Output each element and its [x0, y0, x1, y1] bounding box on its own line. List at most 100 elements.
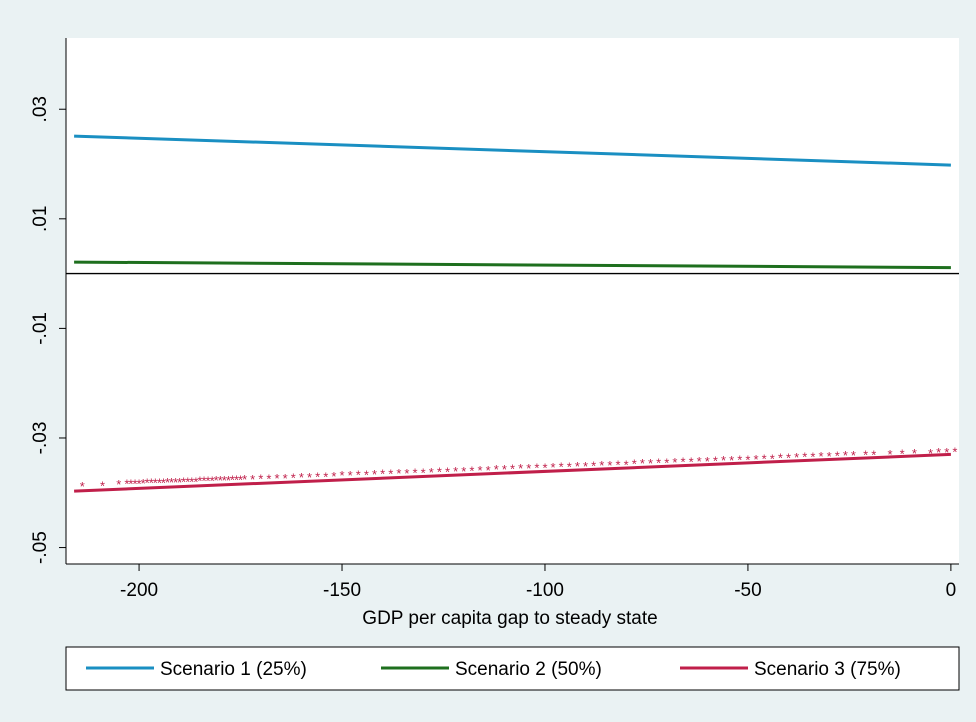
scatter-point: * [518, 461, 523, 476]
scatter-point: * [250, 472, 255, 487]
scatter-point: * [124, 476, 129, 491]
scatter-point: * [348, 468, 353, 483]
scatter-point: * [477, 463, 482, 478]
scatter-point: * [234, 473, 239, 488]
plot-area [66, 38, 959, 564]
series-line-3 [74, 452, 951, 493]
scatter-point: * [952, 445, 957, 460]
scatter-point: * [197, 474, 202, 489]
legend-label-3: Scenario 3 (75%) [754, 659, 901, 680]
scatter-point: * [413, 465, 418, 480]
series-line-1 [74, 134, 951, 167]
scatter-point: * [258, 472, 263, 487]
scatter-point: * [169, 475, 174, 490]
scatter-point: * [486, 463, 491, 478]
scatter-point: * [680, 455, 685, 470]
scatter-point: * [786, 451, 791, 466]
scatter-point: * [315, 469, 320, 484]
scatter-point: * [737, 452, 742, 467]
legend-label-1: Scenario 1 (25%) [160, 659, 307, 680]
scatter-point: * [291, 470, 296, 485]
scatter-point: * [323, 469, 328, 484]
scatter-point: * [206, 474, 211, 489]
scatter-point: * [559, 459, 564, 474]
scatter-point: * [242, 472, 247, 487]
scatter-point: * [461, 464, 466, 479]
scatter-point: * [912, 446, 917, 461]
scatter-point: * [266, 472, 271, 487]
scatter-point: * [214, 473, 219, 488]
scatter-point: * [591, 458, 596, 473]
scatter-point: * [153, 475, 158, 490]
scatter-point: * [599, 458, 604, 473]
scatter-point: * [177, 475, 182, 490]
scatter-point: * [713, 453, 718, 468]
scatter-point: * [238, 473, 243, 488]
scatter-point: * [283, 471, 288, 486]
scatter-point: * [794, 450, 799, 465]
scatter-point: * [173, 475, 178, 490]
scatter-point: * [843, 448, 848, 463]
scatter-point: * [624, 457, 629, 472]
scatter-point: * [396, 466, 401, 481]
scatter-point: * [810, 450, 815, 465]
scatter-point: * [510, 462, 515, 477]
scatter-point: * [802, 450, 807, 465]
scatter-point: * [437, 464, 442, 479]
scatter-point: * [404, 466, 409, 481]
scatter-point: * [331, 469, 336, 484]
scatter-point: * [928, 446, 933, 461]
x-tick-label: -100 [526, 580, 564, 601]
x-tick-label: -50 [734, 580, 761, 601]
scatter-point: * [754, 452, 759, 467]
scatter-point: * [502, 462, 507, 477]
scatter-point: * [672, 455, 677, 470]
scatter-point: * [453, 464, 458, 479]
scatter-point: * [181, 474, 186, 489]
scatter-point: * [640, 456, 645, 471]
scatter-point: * [944, 445, 949, 460]
scatter-point: * [339, 468, 344, 483]
scatter-point: * [388, 467, 393, 482]
y-tick-label: -.05 [30, 531, 51, 564]
scatter-point: * [132, 476, 137, 491]
scatter-point: * [656, 456, 661, 471]
scatter-point: * [745, 452, 750, 467]
y-tick-label: -.01 [30, 312, 51, 345]
scatter-point: * [575, 459, 580, 474]
scatter-point: * [534, 461, 539, 476]
scatter-point: * [705, 454, 710, 469]
scatter-point: * [185, 474, 190, 489]
scatter-point: * [936, 445, 941, 460]
scatter-point: * [218, 473, 223, 488]
scatter-point: * [201, 474, 206, 489]
scatter-point: * [429, 465, 434, 480]
scatter-point: * [469, 463, 474, 478]
scatter-point: * [778, 451, 783, 466]
x-axis-title: GDP per capita gap to steady state [362, 608, 657, 629]
scatter-point: * [421, 465, 426, 480]
scatter-point: * [161, 475, 166, 490]
y-tick-label: .01 [30, 206, 51, 232]
y-tick-label: .03 [30, 96, 51, 122]
scatter-point: * [364, 468, 369, 483]
scatter-point: * [193, 474, 198, 489]
scatter-point: * [542, 461, 547, 476]
scatter-point: * [165, 475, 170, 490]
scatter-point: * [567, 459, 572, 474]
y-tick-label: -.03 [30, 422, 51, 455]
scatter-point: * [827, 449, 832, 464]
scatter-point: * [80, 479, 85, 494]
legend-label-2: Scenario 2 (50%) [455, 659, 602, 680]
scatter-point: * [149, 475, 154, 490]
scatter-point: * [835, 449, 840, 464]
scatter-point: * [189, 474, 194, 489]
scatter-point: * [616, 457, 621, 472]
scatter-point: * [157, 475, 162, 490]
scatter-point: * [526, 461, 531, 476]
scatter-point: * [145, 475, 150, 490]
scatter-point: * [100, 479, 105, 494]
scatter-point: * [697, 454, 702, 469]
